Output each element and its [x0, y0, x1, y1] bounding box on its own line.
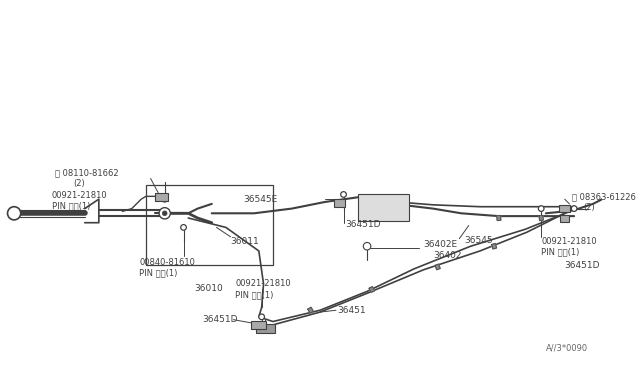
Text: Ⓢ 08363-61226: Ⓢ 08363-61226: [572, 193, 636, 202]
Text: 36451D: 36451D: [564, 260, 600, 270]
Polygon shape: [539, 215, 543, 221]
Text: 36451D: 36451D: [202, 315, 238, 324]
Bar: [156, 193, 168, 201]
Text: PIN ビン(1): PIN ビン(1): [140, 268, 178, 277]
Circle shape: [364, 243, 371, 250]
Text: 36010: 36010: [195, 284, 223, 293]
Text: 00921-21810: 00921-21810: [541, 237, 597, 246]
Circle shape: [159, 208, 170, 219]
Circle shape: [180, 225, 186, 230]
Text: A//3*0090: A//3*0090: [546, 343, 588, 352]
Circle shape: [162, 196, 168, 202]
Bar: [252, 321, 266, 329]
Text: (2): (2): [584, 203, 595, 212]
Circle shape: [163, 211, 167, 216]
Text: 36402: 36402: [433, 251, 461, 260]
Text: 00921-21810: 00921-21810: [52, 191, 108, 200]
Bar: [358, 195, 410, 221]
Circle shape: [572, 206, 577, 211]
Text: 36451D: 36451D: [346, 220, 381, 229]
Text: 36011: 36011: [230, 237, 259, 246]
Text: 00840-81610: 00840-81610: [140, 258, 195, 267]
Bar: [560, 215, 570, 222]
Text: 36451: 36451: [337, 306, 365, 315]
Polygon shape: [497, 215, 501, 221]
Polygon shape: [308, 307, 314, 313]
Text: 36402E: 36402E: [424, 240, 458, 249]
Polygon shape: [435, 264, 440, 270]
Bar: [256, 324, 275, 333]
Polygon shape: [369, 286, 374, 292]
Text: 36545: 36545: [464, 236, 493, 245]
Text: (2): (2): [74, 179, 85, 188]
Bar: [334, 199, 346, 207]
Text: 36545E: 36545E: [243, 195, 278, 204]
Text: PIN ビン(1): PIN ビン(1): [236, 291, 274, 300]
Text: Ⓑ 08110-81662: Ⓑ 08110-81662: [54, 168, 118, 177]
Polygon shape: [492, 244, 497, 249]
Circle shape: [8, 207, 20, 220]
Bar: [559, 205, 570, 212]
Circle shape: [259, 314, 264, 320]
Text: 00921-21810: 00921-21810: [236, 279, 291, 288]
Circle shape: [538, 206, 544, 211]
Bar: [146, 185, 273, 265]
Text: PIN ビン(1): PIN ビン(1): [52, 201, 90, 210]
Circle shape: [340, 192, 346, 197]
Text: PIN ビン(1): PIN ビン(1): [541, 247, 580, 256]
